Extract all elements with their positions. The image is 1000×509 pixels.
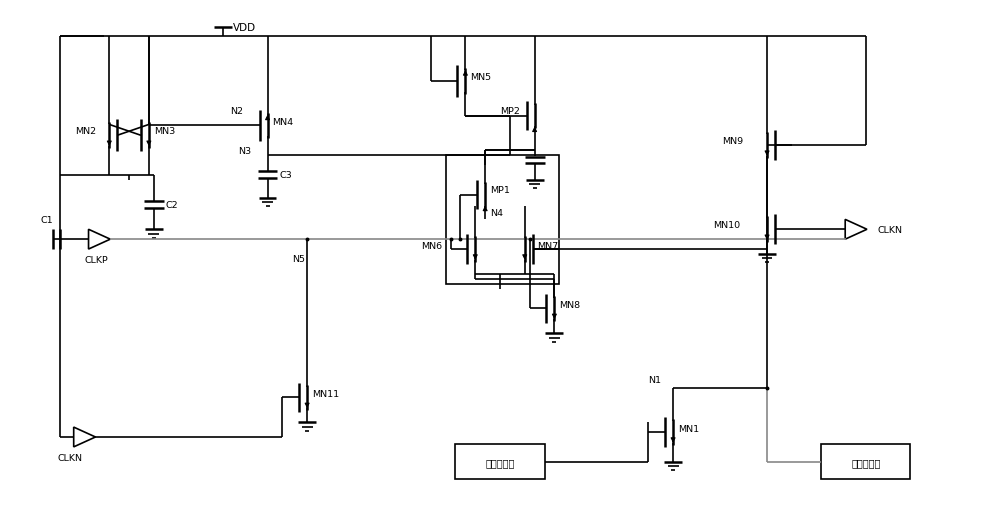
Text: MP2: MP2 <box>500 107 520 116</box>
Text: MN9: MN9 <box>723 136 744 146</box>
Text: MN6: MN6 <box>421 241 442 250</box>
Text: CLKN: CLKN <box>57 453 82 462</box>
Text: N1: N1 <box>648 375 661 384</box>
Bar <box>446 156 559 284</box>
Text: N4: N4 <box>490 209 503 217</box>
Text: 信号输入端: 信号输入端 <box>485 457 515 467</box>
Text: MN7: MN7 <box>538 241 559 250</box>
Text: MN8: MN8 <box>559 300 580 309</box>
Text: MN5: MN5 <box>470 73 491 82</box>
Text: MN3: MN3 <box>154 127 175 135</box>
Text: CLKN: CLKN <box>878 225 903 234</box>
Text: MN2: MN2 <box>75 127 96 135</box>
Text: 信号输出端: 信号输出端 <box>851 457 881 467</box>
Text: C2: C2 <box>166 201 178 210</box>
Text: MN1: MN1 <box>678 424 699 433</box>
Text: N3: N3 <box>238 147 251 155</box>
Text: N2: N2 <box>230 107 243 116</box>
Bar <box>821 444 910 479</box>
Text: C3: C3 <box>279 171 292 180</box>
Text: MN11: MN11 <box>312 389 339 398</box>
Text: MN10: MN10 <box>713 220 740 230</box>
Text: VDD: VDD <box>233 22 256 33</box>
Text: MP1: MP1 <box>490 186 510 195</box>
Text: N5: N5 <box>292 255 305 264</box>
Text: CLKP: CLKP <box>85 256 108 265</box>
Text: MN4: MN4 <box>273 118 294 127</box>
Bar <box>455 444 545 479</box>
Text: C1: C1 <box>41 216 53 225</box>
